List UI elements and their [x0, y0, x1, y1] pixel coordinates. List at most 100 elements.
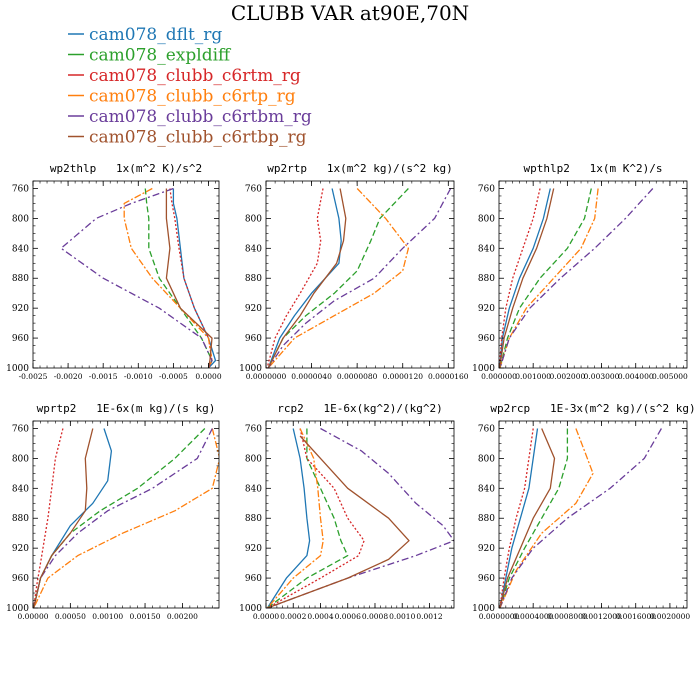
- y-tick-label: 1000: [6, 364, 29, 374]
- series-line: [499, 428, 556, 608]
- series-line: [144, 188, 213, 368]
- y-tick-label: 880: [478, 274, 495, 284]
- plot-frame: [265, 180, 455, 369]
- y-tick-label: 800: [245, 454, 262, 464]
- x-tick-label: 0.0012000: [581, 612, 622, 621]
- panel-title: wprtp2 1E-6x(m kg)/(s kg): [37, 402, 216, 415]
- legend-entry: cam078_clubb_c6rtm_rg: [89, 66, 301, 86]
- series-line: [499, 188, 541, 368]
- series-line: [499, 188, 592, 368]
- y-tick-label: 880: [245, 274, 262, 284]
- y-tick-label: 920: [478, 544, 495, 554]
- series-line: [33, 428, 206, 608]
- x-tick-label: 0.0000000: [479, 612, 520, 621]
- series-line: [499, 188, 555, 368]
- series-line: [499, 188, 599, 368]
- y-tick-label: 840: [478, 484, 495, 494]
- series-line: [499, 188, 654, 368]
- y-tick-label: 840: [245, 484, 262, 494]
- y-tick-label: 840: [12, 484, 29, 494]
- panel-title: wp2rcp 1E-3x(m^2 kg)/(s^2 kg): [490, 402, 695, 415]
- panel-title: wp2rtp 1x(m^2 kg)/(s^2 kg): [267, 162, 452, 175]
- y-tick-label: 1000: [239, 364, 262, 374]
- series-line: [267, 188, 347, 368]
- series-line: [123, 187, 213, 368]
- y-tick-label: 1000: [472, 364, 495, 374]
- x-tick-label: 0.00050: [55, 612, 86, 621]
- x-tick-label: 0.0004000: [513, 612, 554, 621]
- y-tick-label: 760: [12, 424, 29, 434]
- series-line: [267, 188, 410, 368]
- x-tick-label: 0.0000160: [428, 372, 469, 381]
- x-tick-label: 0.0000: [253, 612, 279, 621]
- x-tick-label: 0.0000040: [291, 372, 332, 381]
- x-tick-label: 0.0002: [280, 612, 306, 621]
- y-tick-label: 760: [245, 424, 262, 434]
- series-line: [165, 188, 213, 368]
- chart-panel: wp2rtp 1x(m^2 kg)/(s^2 kg) 760 800 840 880 92…: [239, 162, 469, 381]
- x-tick-label: 0.00000: [17, 612, 48, 621]
- plot-frame: [32, 420, 220, 609]
- y-tick-label: 840: [478, 244, 495, 254]
- y-tick-label: 960: [12, 574, 29, 584]
- x-tick-label: 0.005000: [652, 372, 688, 381]
- y-tick-label: 920: [245, 304, 262, 314]
- x-tick-label: 0.00150: [130, 612, 161, 621]
- series-line: [33, 428, 219, 608]
- x-tick-label: 0.000000: [481, 372, 517, 381]
- figure-title: CLUBB VAR at90E,70N: [231, 1, 469, 25]
- x-tick-label: 0.0012: [416, 612, 442, 621]
- series-line: [499, 428, 662, 608]
- x-tick-label: 0.00200: [167, 612, 198, 621]
- y-tick-label: 960: [245, 334, 262, 344]
- x-tick-label: -0.0020: [54, 372, 83, 381]
- panel-title: rcp2 1E-6x(kg^2)/(kg^2): [277, 402, 443, 415]
- chart-panel: wprtp2 1E-6x(m kg)/(s kg) 760 800 840 880 920…: [6, 402, 220, 621]
- y-tick-label: 840: [12, 244, 29, 254]
- series-line: [266, 428, 311, 608]
- y-tick-label: 880: [478, 514, 495, 524]
- series-line: [267, 428, 349, 608]
- legend-entry: cam078_dflt_rg: [89, 25, 222, 45]
- series-line: [267, 188, 452, 368]
- y-tick-label: 880: [245, 514, 262, 524]
- series-line: [172, 188, 217, 368]
- legend-entry: cam078_clubb_c6rtbp_rg: [89, 128, 307, 148]
- legend-entry: cam078_clubb_c6rtp_rg: [89, 87, 296, 107]
- series-line: [267, 188, 409, 368]
- x-tick-label: -0.0015: [89, 372, 118, 381]
- x-tick-label: 0.0000080: [337, 372, 378, 381]
- y-tick-label: 760: [478, 184, 495, 194]
- y-tick-label: 920: [245, 544, 262, 554]
- series-line: [267, 428, 365, 608]
- x-tick-label: 0.003000: [584, 372, 620, 381]
- y-tick-label: 840: [245, 244, 262, 254]
- series-line: [169, 188, 213, 368]
- plot-frame: [32, 180, 220, 369]
- series-line: [33, 428, 113, 608]
- chart-panel: wp2rcp 1E-3x(m^2 kg)/(s^2 kg) 760 800 840 88…: [472, 402, 696, 621]
- plot-frame: [265, 420, 455, 609]
- y-tick-label: 1000: [472, 604, 495, 614]
- panel-title: wp2thlp 1x(m^2 K)/s^2: [50, 162, 202, 175]
- y-tick-label: 960: [12, 334, 29, 344]
- x-tick-label: 0.0010: [389, 612, 415, 621]
- y-tick-label: 920: [478, 304, 495, 314]
- x-tick-label: 0.0000: [195, 372, 221, 381]
- chart-panel: wpthlp2 1x(m K^2)/s 760 800 840 880 920 960 100…: [472, 162, 688, 381]
- y-tick-label: 1000: [6, 604, 29, 614]
- x-tick-label: 0.002000: [549, 372, 585, 381]
- x-tick-label: -0.0010: [124, 372, 153, 381]
- series-line: [499, 428, 534, 608]
- series-line: [33, 428, 64, 608]
- y-tick-label: 760: [478, 424, 495, 434]
- series-line: [499, 428, 594, 608]
- series-line: [267, 427, 454, 608]
- x-tick-label: -0.0025: [19, 372, 48, 381]
- y-tick-label: 800: [12, 214, 29, 224]
- x-tick-label: 0.0020000: [650, 612, 691, 621]
- y-tick-label: 880: [12, 514, 29, 524]
- x-tick-label: 0.004000: [618, 372, 654, 381]
- y-tick-label: 760: [12, 184, 29, 194]
- x-tick-label: 0.0008000: [547, 612, 588, 621]
